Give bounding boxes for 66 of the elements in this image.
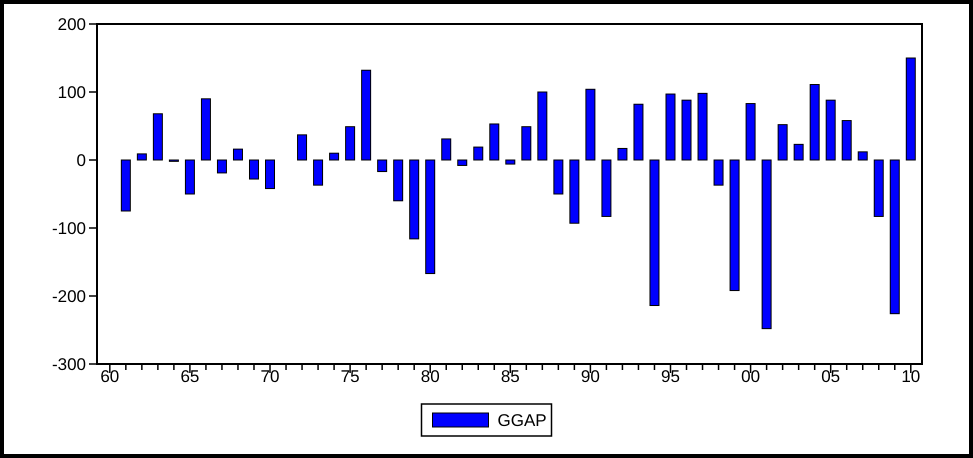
x-tick-label: 70 bbox=[260, 367, 280, 386]
bar bbox=[665, 94, 676, 160]
bar bbox=[152, 113, 163, 160]
bar bbox=[377, 160, 388, 172]
bar bbox=[730, 160, 740, 292]
bar bbox=[361, 70, 372, 160]
y-tick-label: 0 bbox=[76, 150, 86, 170]
bar bbox=[698, 92, 708, 160]
x-tick-label: 85 bbox=[500, 367, 520, 386]
bar bbox=[345, 126, 356, 160]
bar bbox=[409, 160, 420, 240]
bar bbox=[746, 103, 756, 160]
bar bbox=[521, 126, 532, 160]
bar bbox=[457, 160, 468, 166]
bar bbox=[537, 92, 548, 160]
bar bbox=[890, 160, 900, 314]
bar bbox=[120, 160, 131, 212]
bar bbox=[858, 151, 868, 160]
x-tick-label: 10 bbox=[901, 367, 920, 386]
bar bbox=[313, 160, 324, 186]
bar bbox=[842, 120, 852, 160]
bar bbox=[569, 160, 580, 224]
bar bbox=[649, 160, 660, 306]
bar bbox=[874, 160, 884, 217]
x-tick-label: 00 bbox=[741, 367, 760, 386]
x-tick-label: 75 bbox=[340, 367, 360, 386]
bar bbox=[778, 124, 788, 160]
bar bbox=[906, 58, 916, 160]
x-tick-label: 95 bbox=[661, 367, 680, 386]
bar bbox=[441, 138, 452, 160]
x-tick-label: 90 bbox=[580, 367, 600, 386]
bar bbox=[601, 160, 612, 217]
bar bbox=[505, 160, 516, 165]
bar bbox=[794, 144, 804, 160]
bar bbox=[585, 88, 596, 160]
bar bbox=[136, 153, 147, 160]
bar bbox=[216, 160, 227, 174]
y-tick-label: -300 bbox=[52, 354, 86, 374]
bar bbox=[473, 146, 484, 160]
bar bbox=[633, 104, 644, 160]
bar bbox=[762, 160, 772, 330]
bar bbox=[232, 148, 243, 160]
y-tick-label: 100 bbox=[58, 82, 86, 102]
x-tick-label: 05 bbox=[821, 367, 840, 386]
x-tick-label: 65 bbox=[180, 367, 200, 386]
y-tick-label: 200 bbox=[58, 14, 86, 34]
bar bbox=[329, 152, 340, 160]
y-tick-label: -100 bbox=[52, 218, 86, 238]
bar bbox=[265, 160, 276, 190]
bar bbox=[617, 148, 628, 160]
x-tick-label: 60 bbox=[100, 367, 120, 386]
bar bbox=[248, 160, 259, 180]
bar bbox=[714, 160, 724, 186]
x-tick-label: 80 bbox=[420, 367, 440, 386]
bar bbox=[810, 84, 820, 160]
legend-label: GGAP bbox=[498, 410, 547, 430]
y-tick-label: -200 bbox=[52, 286, 86, 306]
bar bbox=[393, 160, 404, 202]
bar bbox=[553, 160, 564, 194]
bar bbox=[425, 160, 436, 274]
bar bbox=[682, 100, 692, 160]
bar bbox=[200, 98, 211, 160]
bar bbox=[297, 134, 308, 160]
bar bbox=[489, 123, 500, 160]
bar bbox=[826, 100, 836, 160]
bar bbox=[184, 160, 195, 194]
